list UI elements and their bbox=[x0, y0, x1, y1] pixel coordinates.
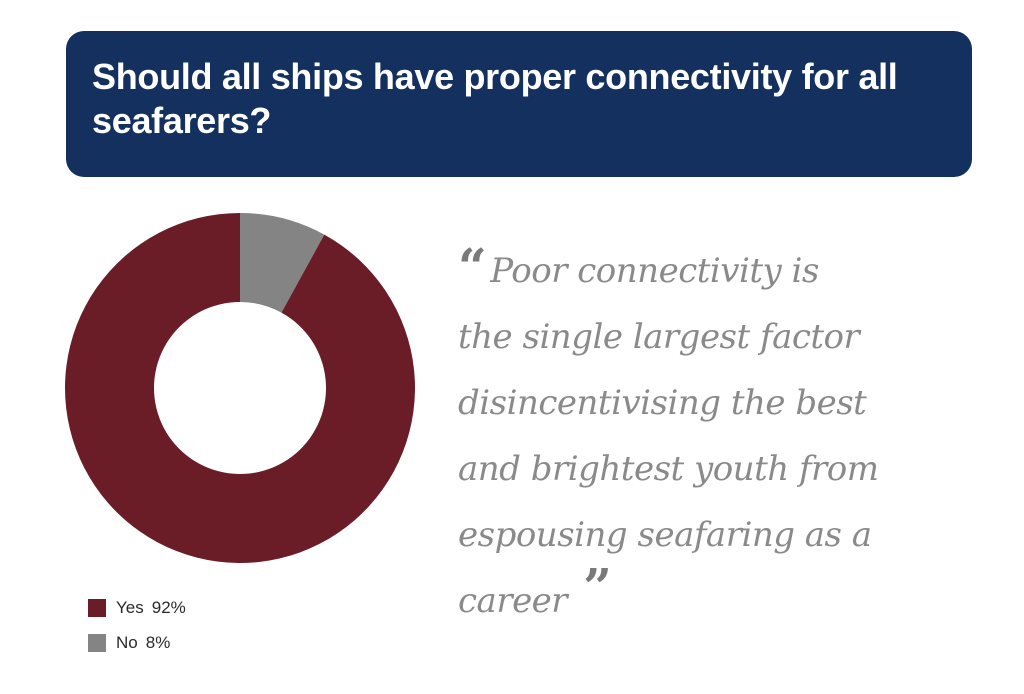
quote-line: career” bbox=[458, 562, 958, 634]
legend-swatch-no bbox=[88, 634, 106, 652]
donut-chart bbox=[64, 213, 416, 563]
pull-quote: “Poor connectivity is the single largest… bbox=[458, 238, 958, 634]
donut-slice-no bbox=[240, 213, 325, 313]
donut-slice-yes bbox=[64, 213, 416, 563]
legend-swatch-yes bbox=[88, 599, 106, 617]
legend: Yes 92% No 8% bbox=[88, 597, 186, 667]
legend-item-no: No 8% bbox=[88, 632, 186, 654]
quote-line: the single largest factor bbox=[458, 317, 860, 357]
legend-item-yes: Yes 92% bbox=[88, 597, 186, 619]
title-banner: Should all ships have proper connectivit… bbox=[66, 31, 972, 177]
quote-line-text: Poor connectivity is bbox=[490, 251, 819, 291]
chart-title: Should all ships have proper connectivit… bbox=[92, 56, 898, 141]
quote-line: and brightest youth from bbox=[458, 449, 879, 489]
legend-value-yes: 92% bbox=[151, 598, 186, 617]
quote-line: “Poor connectivity is bbox=[458, 238, 958, 304]
open-quote-mark: “ bbox=[458, 237, 487, 296]
quote-line: disincentivising the best bbox=[458, 383, 867, 423]
legend-label-no: No bbox=[116, 633, 138, 652]
close-quote-mark: ” bbox=[583, 557, 612, 616]
quote-line-text: career bbox=[458, 581, 568, 621]
quote-line: espousing seafaring as a bbox=[458, 515, 872, 555]
legend-label-yes: Yes bbox=[116, 598, 144, 617]
legend-value-no: 8% bbox=[145, 633, 171, 652]
